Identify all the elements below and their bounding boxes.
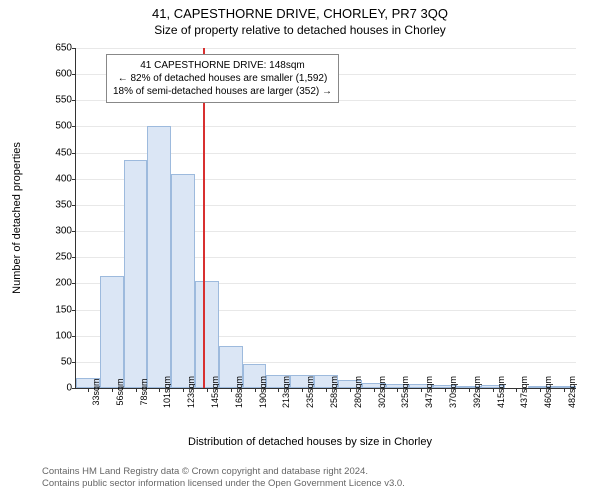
x-tick xyxy=(326,388,327,392)
x-tick-label: 325sqm xyxy=(400,376,410,408)
x-tick xyxy=(540,388,541,392)
gridline xyxy=(76,48,576,49)
x-tick xyxy=(183,388,184,392)
y-tick xyxy=(72,310,76,311)
x-tick xyxy=(469,388,470,392)
y-tick xyxy=(72,100,76,101)
x-tick-label: 347sqm xyxy=(424,376,434,408)
y-tick-label: 50 xyxy=(61,356,72,367)
histogram-bar xyxy=(100,276,124,388)
annotation-line1: 41 CAPESTHORNE DRIVE: 148sqm xyxy=(113,59,332,72)
x-tick xyxy=(302,388,303,392)
y-tick xyxy=(72,283,76,284)
y-tick xyxy=(72,74,76,75)
x-tick-label: 392sqm xyxy=(472,376,482,408)
histogram-bar xyxy=(195,281,219,388)
y-tick xyxy=(72,257,76,258)
x-tick xyxy=(350,388,351,392)
x-tick xyxy=(374,388,375,392)
x-tick xyxy=(397,388,398,392)
y-tick-label: 0 xyxy=(66,383,72,394)
footer-line2: Contains public sector information licen… xyxy=(42,478,405,490)
x-tick xyxy=(421,388,422,392)
chart-title: 41, CAPESTHORNE DRIVE, CHORLEY, PR7 3QQ xyxy=(0,0,600,21)
x-tick xyxy=(159,388,160,392)
y-tick xyxy=(72,362,76,363)
y-tick xyxy=(72,205,76,206)
y-tick xyxy=(72,126,76,127)
y-tick xyxy=(72,231,76,232)
y-tick-label: 200 xyxy=(55,278,72,289)
x-tick xyxy=(88,388,89,392)
x-axis-title: Distribution of detached houses by size … xyxy=(45,436,575,448)
x-tick-label: 370sqm xyxy=(448,376,458,408)
x-tick-label: 460sqm xyxy=(543,376,553,408)
y-tick-label: 150 xyxy=(55,304,72,315)
x-tick xyxy=(207,388,208,392)
x-tick xyxy=(136,388,137,392)
footer: Contains HM Land Registry data © Crown c… xyxy=(42,466,405,491)
x-tick xyxy=(112,388,113,392)
x-tick-label: 280sqm xyxy=(353,376,363,408)
y-tick xyxy=(72,48,76,49)
y-tick-label: 450 xyxy=(55,147,72,158)
y-tick-label: 350 xyxy=(55,199,72,210)
x-tick xyxy=(493,388,494,392)
x-tick xyxy=(255,388,256,392)
annotation-line3: 18% of semi-detached houses are larger (… xyxy=(113,85,332,98)
x-tick xyxy=(278,388,279,392)
x-tick xyxy=(231,388,232,392)
y-tick-label: 100 xyxy=(55,330,72,341)
y-tick xyxy=(72,153,76,154)
x-tick xyxy=(516,388,517,392)
x-tick-label: 415sqm xyxy=(496,376,506,408)
y-tick-label: 600 xyxy=(55,69,72,80)
histogram-bar xyxy=(171,174,195,388)
footer-line1: Contains HM Land Registry data © Crown c… xyxy=(42,466,405,478)
y-tick-label: 400 xyxy=(55,173,72,184)
plot-area: 0501001502002503003504004505005506006503… xyxy=(75,48,576,389)
y-tick xyxy=(72,336,76,337)
y-tick-label: 550 xyxy=(55,95,72,106)
x-tick-label: 482sqm xyxy=(567,376,577,408)
y-tick-label: 300 xyxy=(55,226,72,237)
x-tick xyxy=(564,388,565,392)
y-tick-label: 250 xyxy=(55,252,72,263)
histogram-bar xyxy=(124,160,148,388)
chart-container: Number of detached properties 0501001502… xyxy=(45,48,575,416)
y-tick xyxy=(72,179,76,180)
y-tick-label: 650 xyxy=(55,43,72,54)
annotation-line2: ← 82% of detached houses are smaller (1,… xyxy=(113,72,332,85)
chart-subtitle: Size of property relative to detached ho… xyxy=(0,21,600,37)
y-axis-title: Number of detached properties xyxy=(11,142,23,294)
y-tick xyxy=(72,388,76,389)
histogram-bar xyxy=(147,126,171,388)
y-tick-label: 500 xyxy=(55,121,72,132)
annotation-box: 41 CAPESTHORNE DRIVE: 148sqm ← 82% of de… xyxy=(106,54,339,103)
x-tick-label: 437sqm xyxy=(519,376,529,408)
x-tick xyxy=(445,388,446,392)
x-tick-label: 302sqm xyxy=(377,376,387,408)
